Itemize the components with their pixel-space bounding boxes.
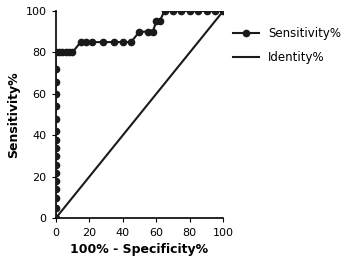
- Sensitivity%: [179, 9, 183, 13]
- Line: Sensitivity%: Sensitivity%: [52, 8, 226, 222]
- Sensitivity%: [112, 41, 116, 44]
- Sensitivity%: [151, 30, 155, 33]
- Sensitivity%: [137, 30, 141, 33]
- Y-axis label: Sensitivity%: Sensitivity%: [7, 71, 20, 158]
- Sensitivity%: [100, 41, 105, 44]
- Sensitivity%: [146, 30, 150, 33]
- Sensitivity%: [54, 80, 58, 83]
- Sensitivity%: [196, 9, 200, 13]
- Sensitivity%: [54, 188, 58, 191]
- Sensitivity%: [60, 51, 64, 54]
- Sensitivity%: [162, 9, 167, 13]
- Sensitivity%: [120, 41, 125, 44]
- Sensitivity%: [188, 9, 192, 13]
- Sensitivity%: [57, 51, 61, 54]
- Sensitivity%: [54, 138, 58, 141]
- Sensitivity%: [70, 51, 75, 54]
- Sensitivity%: [54, 155, 58, 158]
- Sensitivity%: [54, 217, 58, 220]
- Sensitivity%: [90, 41, 94, 44]
- Sensitivity%: [84, 41, 88, 44]
- Sensitivity%: [63, 51, 68, 54]
- X-axis label: 100% - Specificity%: 100% - Specificity%: [70, 243, 209, 256]
- Sensitivity%: [54, 180, 58, 183]
- Sensitivity%: [54, 146, 58, 149]
- Legend: Sensitivity%, Identity%: Sensitivity%, Identity%: [232, 27, 341, 64]
- Sensitivity%: [158, 20, 162, 23]
- Sensitivity%: [54, 196, 58, 199]
- Sensitivity%: [213, 9, 217, 13]
- Sensitivity%: [54, 117, 58, 120]
- Sensitivity%: [154, 20, 158, 23]
- Sensitivity%: [54, 92, 58, 95]
- Sensitivity%: [54, 171, 58, 174]
- Sensitivity%: [54, 51, 58, 54]
- Sensitivity%: [79, 41, 83, 44]
- Sensitivity%: [67, 51, 71, 54]
- Sensitivity%: [221, 9, 225, 13]
- Sensitivity%: [54, 68, 58, 71]
- Sensitivity%: [204, 9, 209, 13]
- Sensitivity%: [54, 105, 58, 108]
- Sensitivity%: [54, 130, 58, 133]
- Sensitivity%: [129, 41, 133, 44]
- Sensitivity%: [54, 163, 58, 166]
- Sensitivity%: [54, 206, 58, 210]
- Sensitivity%: [171, 9, 175, 13]
